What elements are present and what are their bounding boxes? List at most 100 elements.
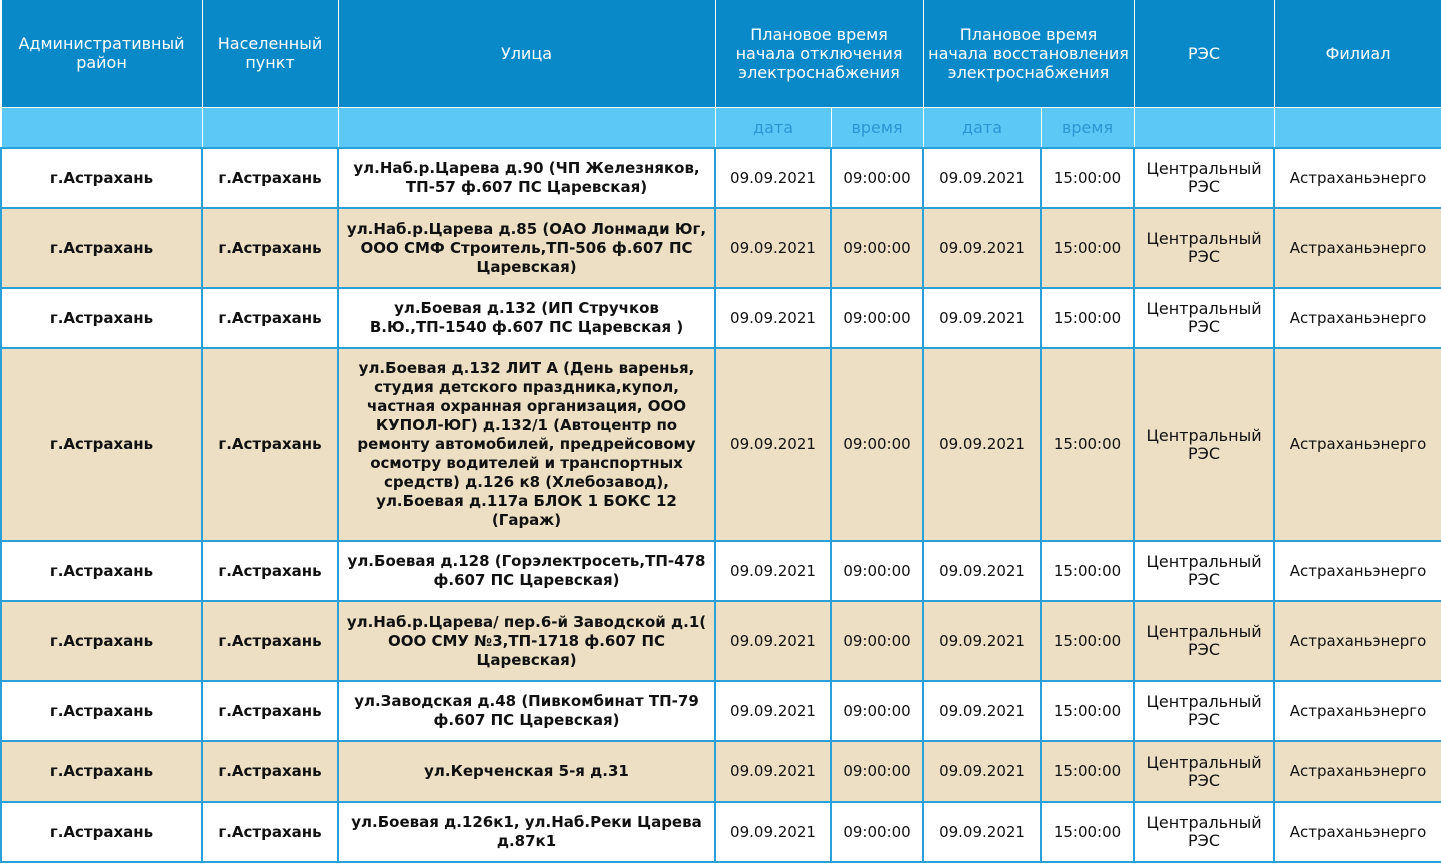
cell-locality: г.Астрахань	[201, 680, 339, 742]
cell-off-date: 09.09.2021	[714, 147, 832, 209]
table-row: г.Астрахань г.Астрахань ул.Наб.р.Царева д.…	[0, 207, 1441, 289]
cell-branch: Астраханьэнерго	[1273, 287, 1441, 349]
cell-off-time: 09:00:00	[829, 147, 925, 209]
cell-district: г.Астрахань	[0, 147, 203, 209]
table-row: г.Астрахань г.Астрахань ул.Заводская д.48 …	[0, 680, 1441, 742]
cell-locality: г.Астрахань	[201, 287, 339, 349]
cell-locality: г.Астрахань	[201, 207, 339, 289]
cell-district: г.Астрахань	[0, 801, 203, 863]
cell-off-time: 09:00:00	[829, 207, 925, 289]
cell-res: Центральный РЭС	[1133, 740, 1276, 803]
cell-on-date: 09.09.2021	[922, 347, 1043, 542]
cell-on-date: 09.09.2021	[922, 147, 1043, 209]
cell-res: Центральный РЭС	[1133, 801, 1276, 863]
subheader-off-time: время	[830, 106, 924, 149]
cell-street: ул.Боевая д.132 ЛИТ А (День варенья, сту…	[337, 347, 716, 542]
cell-off-time: 09:00:00	[829, 801, 925, 863]
cell-branch: Астраханьэнерго	[1273, 680, 1441, 742]
cell-locality: г.Астрахань	[201, 600, 339, 682]
header-locality: Населенный пункт	[201, 0, 339, 108]
cell-street: ул.Наб.р.Царева д.90 (ЧП Железняков, ТП-…	[337, 147, 716, 209]
subheader-empty	[337, 106, 716, 149]
cell-district: г.Астрахань	[0, 207, 203, 289]
cell-res: Центральный РЭС	[1133, 540, 1276, 602]
cell-district: г.Астрахань	[0, 540, 203, 602]
cell-branch: Астраханьэнерго	[1273, 207, 1441, 289]
table-row: г.Астрахань г.Астрахань ул.Боевая д.128 (Г…	[0, 540, 1441, 602]
cell-locality: г.Астрахань	[201, 801, 339, 863]
cell-on-date: 09.09.2021	[922, 740, 1043, 803]
table-row: г.Астрахань г.Астрахань ул.Наб.р.Царева/ п…	[0, 600, 1441, 682]
cell-on-time: 15:00:00	[1040, 600, 1136, 682]
cell-off-date: 09.09.2021	[714, 801, 832, 863]
cell-off-time: 09:00:00	[829, 740, 925, 803]
header-branch: Филиал	[1273, 0, 1441, 108]
cell-off-date: 09.09.2021	[714, 207, 832, 289]
cell-on-date: 09.09.2021	[922, 680, 1043, 742]
cell-district: г.Астрахань	[0, 287, 203, 349]
cell-branch: Астраханьэнерго	[1273, 540, 1441, 602]
cell-on-date: 09.09.2021	[922, 207, 1043, 289]
cell-on-date: 09.09.2021	[922, 801, 1043, 863]
cell-district: г.Астрахань	[0, 680, 203, 742]
cell-street: ул.Наб.р.Царева/ пер.6-й Заводской д.1( …	[337, 600, 716, 682]
cell-res: Центральный РЭС	[1133, 680, 1276, 742]
header-off-start: Плановое время начала отключения электро…	[714, 0, 924, 108]
cell-locality: г.Астрахань	[201, 540, 339, 602]
cell-on-time: 15:00:00	[1040, 347, 1136, 542]
cell-locality: г.Астрахань	[201, 740, 339, 803]
cell-branch: Астраханьэнерго	[1273, 147, 1441, 209]
cell-res: Центральный РЭС	[1133, 287, 1276, 349]
table-row: г.Астрахань г.Астрахань ул.Наб.р.Царева д.…	[0, 147, 1441, 209]
cell-res: Центральный РЭС	[1133, 207, 1276, 289]
cell-on-time: 15:00:00	[1040, 801, 1136, 863]
cell-branch: Астраханьэнерго	[1273, 801, 1441, 863]
cell-on-date: 09.09.2021	[922, 600, 1043, 682]
cell-district: г.Астрахань	[0, 740, 203, 803]
cell-on-time: 15:00:00	[1040, 147, 1136, 209]
table-row: г.Астрахань г.Астрахань ул.Боевая д.132 ЛИ…	[0, 347, 1441, 542]
table-row: г.Астрахань г.Астрахань ул.Боевая д.132 (И…	[0, 287, 1441, 349]
cell-res: Центральный РЭС	[1133, 347, 1276, 542]
cell-district: г.Астрахань	[0, 600, 203, 682]
cell-off-date: 09.09.2021	[714, 740, 832, 803]
cell-locality: г.Астрахань	[201, 347, 339, 542]
cell-off-date: 09.09.2021	[714, 680, 832, 742]
cell-street: ул.Заводская д.48 (Пивкомбинат ТП-79 ф.6…	[337, 680, 716, 742]
header-res: РЭС	[1133, 0, 1275, 108]
cell-street: ул.Боевая д.126к1, ул.Наб.Реки Царева д.…	[337, 801, 716, 863]
cell-off-date: 09.09.2021	[714, 600, 832, 682]
subheader-empty	[1273, 106, 1441, 149]
subheader-on-date: дата	[922, 106, 1042, 149]
cell-street: ул.Боевая д.132 (ИП Стручков В.Ю.,ТП-154…	[337, 287, 716, 349]
table-row: г.Астрахань г.Астрахань ул.Керченская 5-я …	[0, 740, 1441, 803]
cell-on-time: 15:00:00	[1040, 287, 1136, 349]
cell-locality: г.Астрахань	[201, 147, 339, 209]
cell-res: Центральный РЭС	[1133, 147, 1276, 209]
cell-street: ул.Наб.р.Царева д.85 (ОАО Лонмади Юг, ОО…	[337, 207, 716, 289]
cell-district: г.Астрахань	[0, 347, 203, 542]
cell-off-time: 09:00:00	[829, 680, 925, 742]
cell-street: ул.Керченская 5-я д.31	[337, 740, 716, 803]
cell-on-time: 15:00:00	[1040, 207, 1136, 289]
cell-on-time: 15:00:00	[1040, 680, 1136, 742]
subheader-empty	[1133, 106, 1275, 149]
cell-street: ул.Боевая д.128 (Горэлектросеть,ТП-478 ф…	[337, 540, 716, 602]
cell-branch: Астраханьэнерго	[1273, 740, 1441, 803]
cell-off-time: 09:00:00	[829, 600, 925, 682]
table-row: г.Астрахань г.Астрахань ул.Боевая д.126к1,…	[0, 801, 1441, 863]
cell-on-date: 09.09.2021	[922, 287, 1043, 349]
subheader-on-time: время	[1040, 106, 1135, 149]
header-restore-start: Плановое время начала восстановления эле…	[922, 0, 1135, 108]
header-district: Административный район	[0, 0, 203, 108]
cell-branch: Астраханьэнерго	[1273, 347, 1441, 542]
cell-branch: Астраханьэнерго	[1273, 600, 1441, 682]
cell-off-date: 09.09.2021	[714, 347, 832, 542]
cell-on-date: 09.09.2021	[922, 540, 1043, 602]
cell-off-time: 09:00:00	[829, 347, 925, 542]
subheader-empty	[0, 106, 203, 149]
subheader-off-date: дата	[714, 106, 832, 149]
cell-off-date: 09.09.2021	[714, 287, 832, 349]
cell-off-date: 09.09.2021	[714, 540, 832, 602]
